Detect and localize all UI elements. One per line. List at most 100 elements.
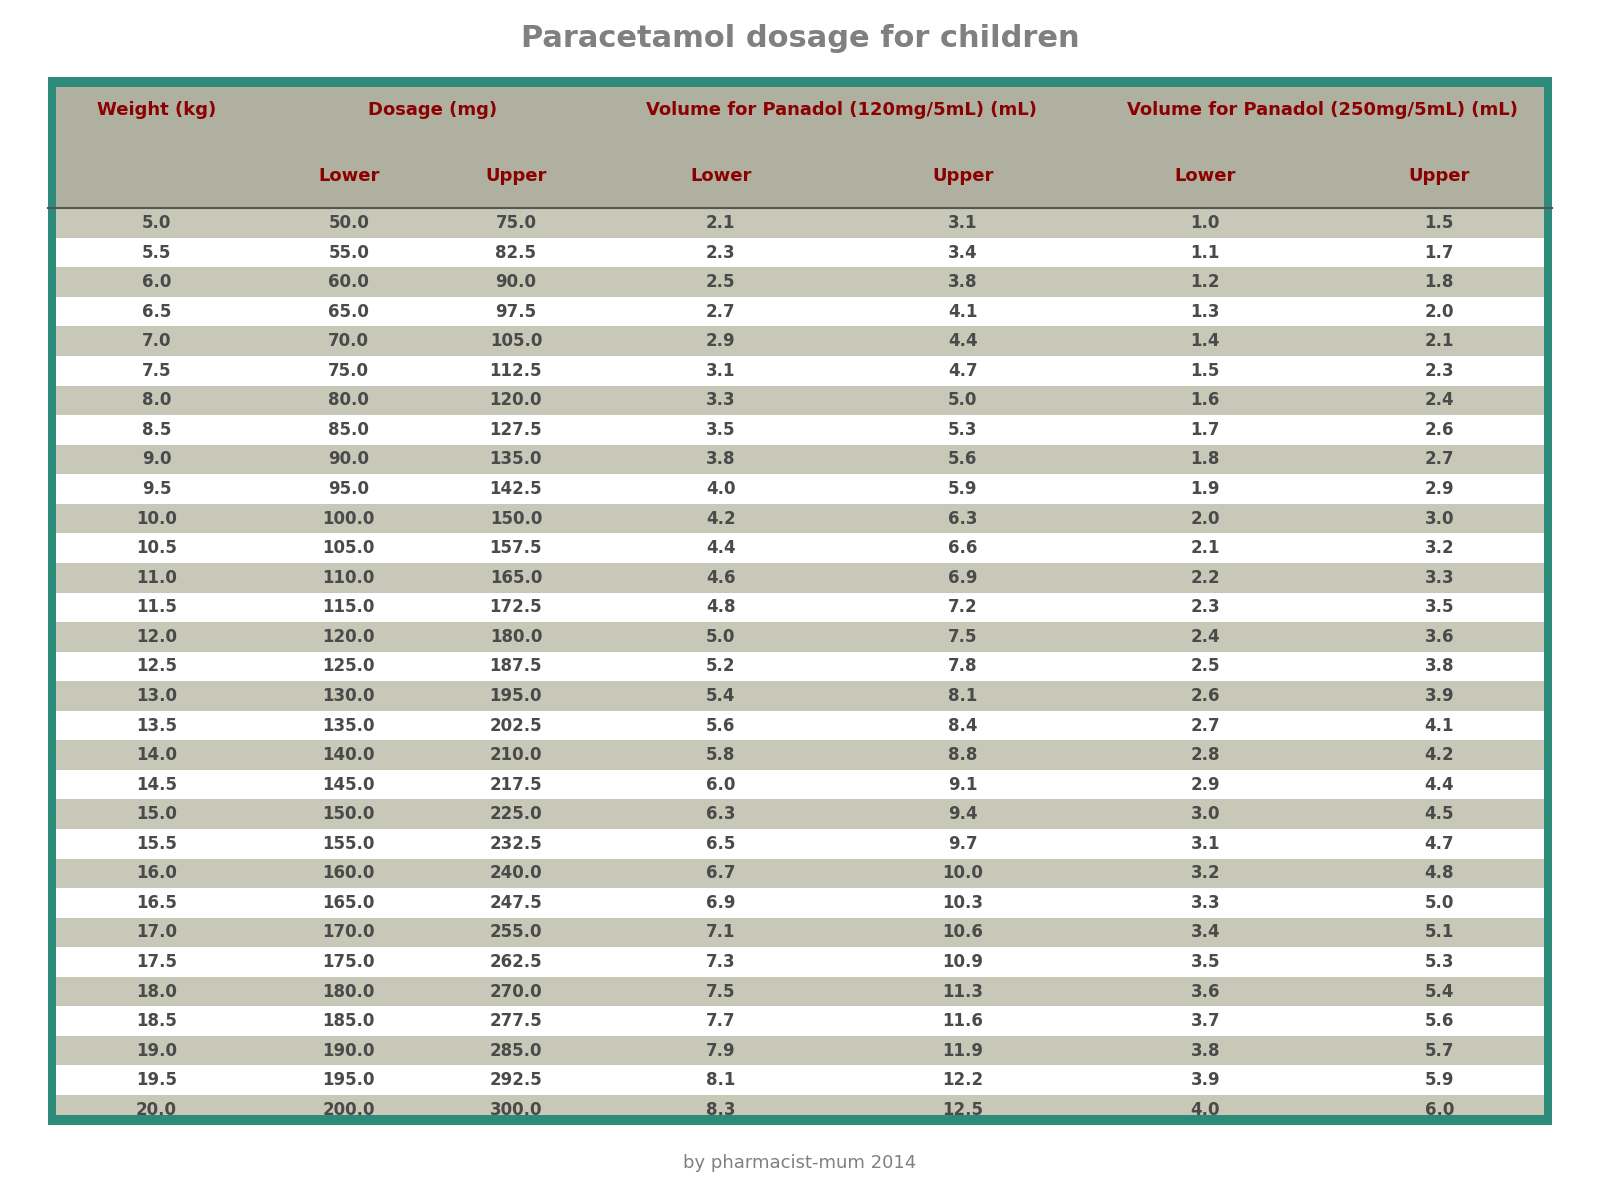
- Text: 135.0: 135.0: [323, 716, 374, 734]
- Text: 7.5: 7.5: [142, 362, 171, 380]
- Text: 11.0: 11.0: [136, 569, 178, 587]
- Text: 2.3: 2.3: [1424, 362, 1454, 380]
- Text: 1.1: 1.1: [1190, 244, 1219, 262]
- Text: 135.0: 135.0: [490, 451, 542, 469]
- Text: 17.0: 17.0: [136, 923, 178, 941]
- Text: Volume for Panadol (120mg/5mL) (mL): Volume for Panadol (120mg/5mL) (mL): [646, 101, 1037, 119]
- Text: 120.0: 120.0: [323, 628, 374, 646]
- Text: 4.5: 4.5: [1424, 806, 1454, 823]
- Text: 187.5: 187.5: [490, 657, 542, 676]
- Text: 2.7: 2.7: [1190, 716, 1221, 734]
- Text: 9.7: 9.7: [949, 834, 978, 853]
- Text: 2.9: 2.9: [1424, 480, 1454, 499]
- Text: 5.4: 5.4: [706, 687, 736, 704]
- Text: Volume for Panadol (250mg/5mL) (mL): Volume for Panadol (250mg/5mL) (mL): [1126, 101, 1518, 119]
- Text: 5.6: 5.6: [706, 716, 736, 734]
- Text: 1.6: 1.6: [1190, 392, 1219, 409]
- Text: 217.5: 217.5: [490, 776, 542, 794]
- Text: 14.5: 14.5: [136, 776, 178, 794]
- Text: 4.4: 4.4: [949, 332, 978, 350]
- Text: 13.0: 13.0: [136, 687, 178, 704]
- Text: 85.0: 85.0: [328, 421, 370, 439]
- Text: 3.5: 3.5: [1424, 599, 1454, 616]
- Text: 5.3: 5.3: [949, 421, 978, 439]
- Text: 90.0: 90.0: [496, 274, 536, 292]
- Text: 2.5: 2.5: [706, 274, 736, 292]
- Text: 2.1: 2.1: [1424, 332, 1454, 350]
- Text: 5.6: 5.6: [1424, 1013, 1454, 1031]
- Text: 115.0: 115.0: [323, 599, 374, 616]
- Text: 4.1: 4.1: [1424, 716, 1454, 734]
- Text: 180.0: 180.0: [490, 628, 542, 646]
- Text: 8.3: 8.3: [706, 1101, 736, 1119]
- Text: 140.0: 140.0: [323, 746, 374, 764]
- Text: 202.5: 202.5: [490, 716, 542, 734]
- Text: 14.0: 14.0: [136, 746, 178, 764]
- Text: 2.3: 2.3: [1190, 599, 1221, 616]
- Text: 3.9: 3.9: [1190, 1071, 1221, 1089]
- Text: 4.1: 4.1: [949, 302, 978, 320]
- Text: 5.1: 5.1: [1424, 923, 1454, 941]
- Text: 2.0: 2.0: [1424, 302, 1454, 320]
- Text: 8.1: 8.1: [949, 687, 978, 704]
- Text: 6.0: 6.0: [1424, 1101, 1454, 1119]
- Text: 125.0: 125.0: [323, 657, 374, 676]
- Text: 8.0: 8.0: [142, 392, 171, 409]
- Text: 3.3: 3.3: [706, 392, 736, 409]
- Text: 1.9: 1.9: [1190, 480, 1219, 499]
- Text: 5.6: 5.6: [949, 451, 978, 469]
- Text: 262.5: 262.5: [490, 953, 542, 971]
- Text: 5.0: 5.0: [1424, 894, 1454, 912]
- Text: Weight (kg): Weight (kg): [98, 101, 216, 119]
- Text: 2.9: 2.9: [1190, 776, 1221, 794]
- Text: 277.5: 277.5: [490, 1013, 542, 1031]
- Text: 1.4: 1.4: [1190, 332, 1219, 350]
- Text: 6.0: 6.0: [142, 274, 171, 292]
- Text: 175.0: 175.0: [323, 953, 374, 971]
- Text: 3.3: 3.3: [1190, 894, 1221, 912]
- Text: 160.0: 160.0: [323, 864, 374, 882]
- Text: 2.3: 2.3: [706, 244, 736, 262]
- Text: 172.5: 172.5: [490, 599, 542, 616]
- Text: 55.0: 55.0: [328, 244, 370, 262]
- Text: 300.0: 300.0: [490, 1101, 542, 1119]
- Text: 195.0: 195.0: [323, 1071, 374, 1089]
- Text: 4.8: 4.8: [706, 599, 736, 616]
- Text: Lower: Lower: [690, 167, 752, 184]
- Text: 9.5: 9.5: [142, 480, 171, 499]
- Text: 2.6: 2.6: [1190, 687, 1219, 704]
- Text: 75.0: 75.0: [328, 362, 370, 380]
- Text: 2.7: 2.7: [1424, 451, 1454, 469]
- Text: 50.0: 50.0: [328, 214, 370, 232]
- Text: Upper: Upper: [485, 167, 547, 184]
- Text: 19.5: 19.5: [136, 1071, 178, 1089]
- Text: 120.0: 120.0: [490, 392, 542, 409]
- Text: 10.5: 10.5: [136, 539, 178, 557]
- Text: 3.8: 3.8: [1424, 657, 1454, 676]
- Text: 105.0: 105.0: [490, 332, 542, 350]
- Text: 3.3: 3.3: [1424, 569, 1454, 587]
- Text: 150.0: 150.0: [490, 509, 542, 527]
- Text: Dosage (mg): Dosage (mg): [368, 101, 498, 119]
- Text: 7.7: 7.7: [706, 1013, 736, 1031]
- Text: 6.5: 6.5: [142, 302, 171, 320]
- Text: 17.5: 17.5: [136, 953, 178, 971]
- Text: 7.2: 7.2: [949, 599, 978, 616]
- Text: 82.5: 82.5: [496, 244, 536, 262]
- Text: 10.9: 10.9: [942, 953, 984, 971]
- Text: 195.0: 195.0: [490, 687, 542, 704]
- Text: 3.6: 3.6: [1190, 983, 1219, 1001]
- Text: 15.0: 15.0: [136, 806, 178, 823]
- Text: 7.5: 7.5: [706, 983, 736, 1001]
- Text: 6.0: 6.0: [706, 776, 736, 794]
- Text: 2.4: 2.4: [1190, 628, 1221, 646]
- Text: 10.3: 10.3: [942, 894, 984, 912]
- Text: 185.0: 185.0: [323, 1013, 374, 1031]
- Text: 200.0: 200.0: [323, 1101, 374, 1119]
- Text: 5.8: 5.8: [706, 746, 736, 764]
- Text: 2.7: 2.7: [706, 302, 736, 320]
- Text: 3.2: 3.2: [1424, 539, 1454, 557]
- Text: 247.5: 247.5: [490, 894, 542, 912]
- Text: 210.0: 210.0: [490, 746, 542, 764]
- Text: 8.1: 8.1: [706, 1071, 736, 1089]
